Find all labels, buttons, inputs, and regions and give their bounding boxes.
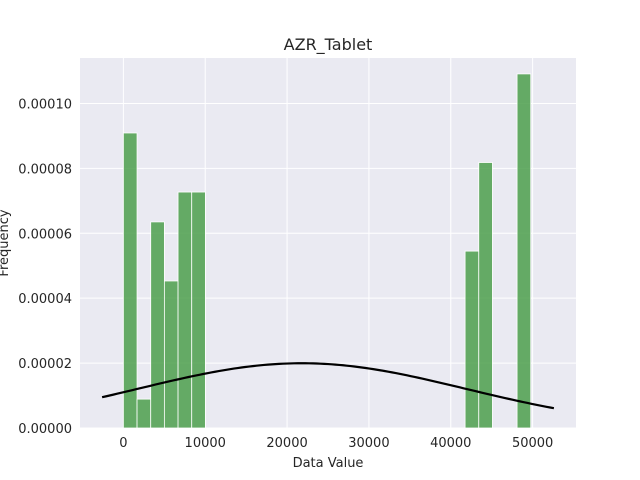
x-tick-label: 40000 (430, 436, 471, 451)
y-tick-label: 0.00000 (18, 422, 72, 437)
y-tick-label: 0.00010 (18, 97, 72, 112)
x-tick-label: 50000 (512, 436, 553, 451)
x-tick-label: 0 (119, 436, 127, 451)
histogram-bar (177, 191, 193, 429)
x-tick-label: 20000 (266, 436, 307, 451)
y-tick-label: 0.00002 (18, 357, 72, 372)
normal-curve (101, 362, 555, 410)
histogram-bar (191, 191, 206, 429)
histogram-bar (150, 221, 165, 429)
histogram-bar (163, 280, 179, 429)
x-tick-label: 30000 (348, 436, 389, 451)
x-axis-ticks: 0 10000 20000 30000 40000 50000 (119, 436, 553, 451)
histogram-bar (136, 398, 152, 429)
histogram-bar (478, 162, 493, 429)
x-tick-label: 10000 (185, 436, 226, 451)
y-tick-label: 0.00004 (18, 292, 72, 307)
y-axis-ticks: 0.00000 0.00002 0.00004 0.00006 0.00008 0.000… (18, 97, 72, 437)
histogram-bar (122, 132, 138, 429)
chart-title: AZR_Tablet (284, 35, 373, 55)
y-tick-label: 0.00006 (18, 227, 72, 242)
y-axis-label: Frequency (0, 209, 12, 276)
histogram-bar (516, 73, 532, 429)
x-axis-label: Data Value (293, 456, 364, 471)
y-tick-label: 0.00008 (18, 162, 72, 177)
histogram-bars (122, 73, 532, 429)
histogram-bar (464, 250, 480, 429)
